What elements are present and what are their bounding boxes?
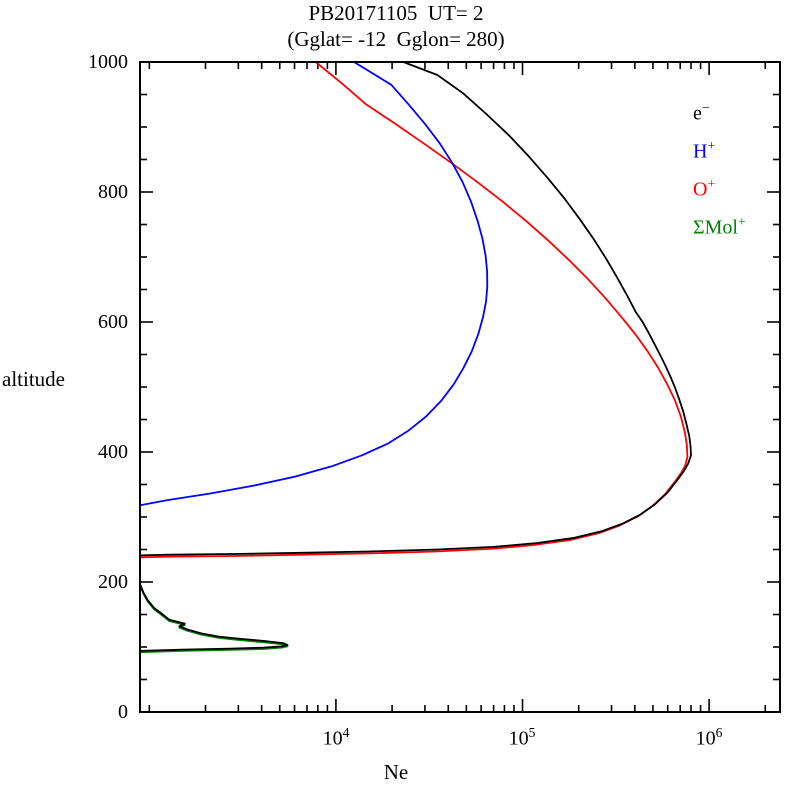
plot-subtitle: (Gglat= -12 Gglon= 280) xyxy=(287,27,505,51)
y-axis-label: altitude xyxy=(2,367,65,391)
series-e- xyxy=(140,62,692,557)
y-tick-label-200: 200 xyxy=(98,571,128,593)
x-tick-label-1e5: 105 xyxy=(508,725,536,750)
legend-item-mol-plus: ΣMol+ xyxy=(693,214,746,240)
series-SigmaMol+ xyxy=(140,584,289,654)
y-tick-label-1000: 1000 xyxy=(88,51,128,73)
y-tick-label-0: 0 xyxy=(118,701,128,723)
x-tick-label-1e6: 106 xyxy=(695,725,723,750)
legend: e− H+ O+ ΣMol+ xyxy=(693,92,746,245)
y-tick-label-600: 600 xyxy=(98,311,128,333)
plot-frame xyxy=(139,61,781,713)
y-tick-label-400: 400 xyxy=(98,441,128,463)
x-axis-label: Ne xyxy=(383,760,409,784)
series-H+ xyxy=(140,62,489,507)
series-O+ xyxy=(140,62,689,559)
plot-title: PB20171105 UT= 2 xyxy=(308,1,484,25)
legend-item-o-plus: O+ xyxy=(693,176,716,201)
y-tick-label-800: 800 xyxy=(98,181,128,203)
series-e- xyxy=(140,583,289,652)
legend-item-electron: e− xyxy=(693,100,710,125)
legend-item-h-plus: H+ xyxy=(693,138,716,163)
x-tick-label-1e4: 104 xyxy=(322,725,350,750)
